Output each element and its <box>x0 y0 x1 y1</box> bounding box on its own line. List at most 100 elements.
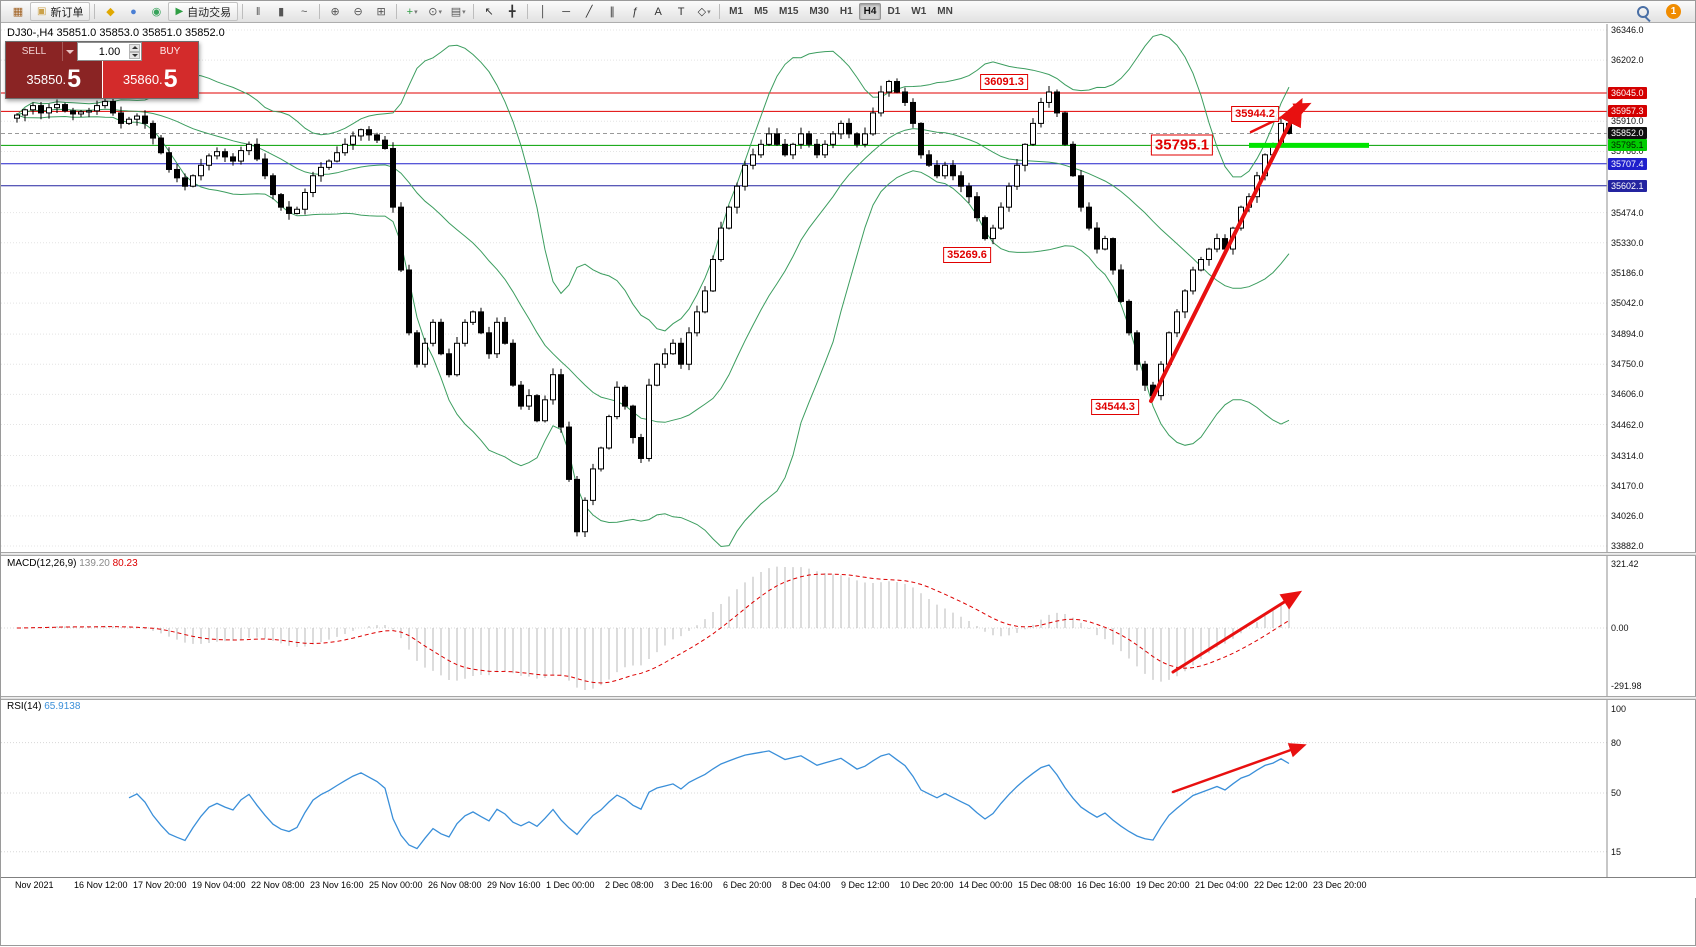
candle-body <box>750 154 756 166</box>
candle-body <box>1190 269 1196 292</box>
candle-body <box>54 104 60 109</box>
cursor-icon[interactable]: ↖ <box>484 6 494 18</box>
notification-badge[interactable]: 1 <box>1666 4 1681 19</box>
candle-body <box>390 148 396 208</box>
text-icon[interactable]: A <box>654 5 662 18</box>
candle-body <box>422 342 428 365</box>
trend-arrow[interactable] <box>1149 97 1303 403</box>
timeframe-d1-button[interactable]: D1 <box>887 6 901 17</box>
price-axis-label: 34750.0 <box>1611 359 1644 370</box>
horizontal-line-icon[interactable]: ─ <box>562 5 571 18</box>
time-axis-label: 25 Nov 00:00 <box>369 880 423 890</box>
price-callout[interactable]: 35269.6 <box>943 247 991 264</box>
market-watch-icon[interactable]: ● <box>130 5 137 18</box>
timeframe-m15-button[interactable]: M15 <box>778 6 799 17</box>
templates-menu[interactable]: ▤ ▾ <box>450 6 466 18</box>
sell-label[interactable]: SELL <box>6 42 62 61</box>
candle-body <box>318 166 324 177</box>
label-icon[interactable]: T <box>677 5 685 18</box>
candle-body <box>1134 332 1140 365</box>
price-callout[interactable]: 35795.1 <box>1150 134 1214 156</box>
candle-body <box>926 154 932 166</box>
price-callout[interactable]: 34544.3 <box>1091 399 1139 416</box>
main-chart-panel <box>1 29 1607 548</box>
candle-body <box>638 437 644 459</box>
candle-body <box>174 168 180 179</box>
search-icon[interactable] <box>1632 2 1654 22</box>
candle-body <box>246 143 252 152</box>
zoom-out-icon[interactable]: ⊖ <box>353 6 363 18</box>
price-axis-label: 33882.0 <box>1611 541 1644 551</box>
volume-down-icon[interactable] <box>129 51 140 59</box>
indicators-menu[interactable]: + ▾ <box>406 5 418 18</box>
candle-body <box>134 115 140 120</box>
bar-chart-icon[interactable]: ‖ <box>255 5 261 18</box>
candlestick-chart-icon[interactable]: ▮ <box>278 6 285 18</box>
price-axis-label: 35910.0 <box>1611 116 1644 127</box>
timeframe-h4-button[interactable]: H4 <box>858 3 882 20</box>
candlestick-series <box>14 78 1292 538</box>
auto-trading-button[interactable]: ▶ 自动交易 <box>168 2 239 21</box>
candle-body <box>302 192 308 210</box>
timeframe-m5-button[interactable]: M5 <box>754 6 768 17</box>
crosshair-icon[interactable]: ╋ <box>508 6 516 18</box>
candle-body <box>38 105 44 114</box>
time-axis-label: 6 Dec 20:00 <box>723 880 772 890</box>
channel-icon[interactable]: ∥ <box>609 6 615 18</box>
timeframe-h1-button[interactable]: H1 <box>839 6 853 17</box>
volume-input[interactable]: 1.00 <box>77 42 142 61</box>
candle-body <box>862 133 868 145</box>
price-callout[interactable]: 35944.2 <box>1231 106 1279 123</box>
candle-body <box>574 478 580 533</box>
highlight-segment[interactable] <box>1249 142 1369 148</box>
candle-body <box>70 110 76 115</box>
macd-axis-label: 321.42 <box>1611 559 1639 570</box>
candle-body <box>374 134 380 141</box>
candle-body <box>566 426 572 480</box>
trend-arrow[interactable] <box>1171 590 1303 674</box>
rsi-axis-label: 100 <box>1611 704 1627 714</box>
price-callout[interactable]: 36091.3 <box>980 73 1028 90</box>
price-axis-label: 36346.0 <box>1611 25 1644 35</box>
macd-signal-value: 80.23 <box>112 558 138 569</box>
vertical-line-icon[interactable]: │ <box>539 5 547 18</box>
candle-body <box>798 133 804 145</box>
candle-body <box>1126 300 1132 334</box>
timeframe-m30-button[interactable]: M30 <box>809 6 829 17</box>
tile-windows-icon[interactable]: ⊞ <box>376 6 386 18</box>
volume-up-icon[interactable] <box>129 44 140 52</box>
trendline-icon[interactable]: ╱ <box>585 6 593 18</box>
new-order-button[interactable]: ▣ 新订单 <box>30 2 91 21</box>
timeframe-m1-button[interactable]: M1 <box>729 6 744 17</box>
buy-button[interactable]: 35860. 5 <box>102 61 198 98</box>
periods-menu[interactable]: ⊙ ▾ <box>428 6 443 18</box>
volume-dropdown-icon[interactable] <box>62 42 77 61</box>
candle-body <box>222 151 228 158</box>
candle-body <box>702 290 708 313</box>
candle-body <box>1182 290 1188 313</box>
candle-body <box>710 259 716 292</box>
shapes-menu[interactable]: ◇ ▾ <box>697 6 711 18</box>
panel-splitter[interactable] <box>1 696 1696 700</box>
candle-body <box>470 311 476 323</box>
panel-splitter[interactable] <box>1 552 1696 556</box>
candle-body <box>142 115 148 124</box>
fibonacci-icon[interactable]: ƒ <box>632 5 639 18</box>
time-axis-label: 1 Dec 00:00 <box>546 880 595 890</box>
navigator-icon[interactable]: ◉ <box>151 6 162 18</box>
candle-body <box>150 122 156 139</box>
toolbar: ▦ ▣ 新订单 ◆ ● ◉ ▶ 自动交易 ‖ ▮ ~ ⊕ ⊖ ⊞ + ▾ ⊙ ▾ ▤ ▾ ↖ ╋ │ ─ ╱ ∥ ƒ A T ◇ ▾ M1 M5… <box>1 1 1695 23</box>
trend-arrow[interactable] <box>1249 102 1312 134</box>
timeframe-w1-button[interactable]: W1 <box>911 6 927 17</box>
trend-arrow[interactable] <box>1171 743 1307 794</box>
timeframe-mn-button[interactable]: MN <box>937 6 953 17</box>
history-center-icon[interactable]: ◆ <box>106 6 115 18</box>
chart-window-icon[interactable]: ▦ <box>12 6 24 18</box>
candle-body <box>22 109 28 116</box>
sell-button[interactable]: 35850. 5 <box>6 61 102 98</box>
line-chart-icon[interactable]: ~ <box>300 5 308 18</box>
price-axis-label: 34026.0 <box>1611 510 1644 521</box>
zoom-in-icon[interactable]: ⊕ <box>330 6 340 18</box>
buy-label[interactable]: BUY <box>142 42 198 61</box>
